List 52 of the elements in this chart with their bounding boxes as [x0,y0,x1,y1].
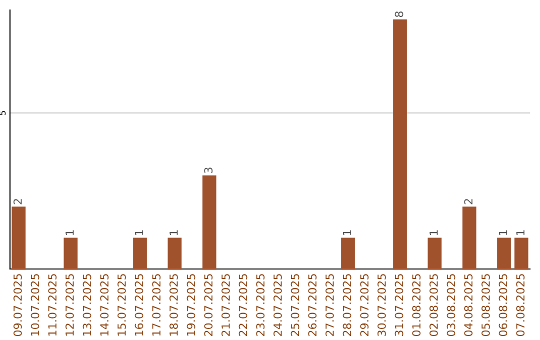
x-tick-label: 19.07.2025 [186,274,196,336]
bar [12,206,26,269]
x-tick-label: 10.07.2025 [30,274,40,336]
bar [168,238,182,269]
x-tick-label: 18.07.2025 [169,274,178,336]
data-label: 1 [498,230,508,236]
x-tick-label: 25.07.2025 [290,274,300,336]
bar [202,175,216,269]
x-tick-label: 27.07.2025 [325,274,334,336]
x-tick-label: 05.08.2025 [481,274,490,336]
x-tick-label: 17.07.2025 [152,274,161,336]
x-tick-label: 31.07.2025 [394,274,404,336]
bar [497,238,511,269]
data-label: 1 [66,230,74,236]
bar [514,238,528,269]
x-tick-label: 30.07.2025 [377,274,386,336]
x-tick-label: 04.08.2025 [464,274,473,336]
bar [133,238,147,269]
data-label: 1 [134,230,144,236]
x-tick-label: 07.08.2025 [516,274,525,336]
x-tick-label: 11.07.2025 [48,274,57,336]
x-tick-label: 23.07.2025 [256,274,265,336]
bar [341,238,355,269]
data-label: 1 [170,230,178,236]
x-tick-label: 21.07.2025 [221,274,230,336]
data-label: 1 [342,230,352,236]
bar [64,238,78,269]
x-tick-label: 01.08.2025 [412,274,421,336]
bar [462,206,476,269]
x-tick-label: 28.07.2025 [342,274,352,336]
data-label: 1 [516,230,524,236]
x-tick-label: 20.07.2025 [204,274,213,336]
x-tick-label: 09.07.2025 [13,274,22,336]
data-label: 2 [464,199,472,204]
data-label: 8 [394,11,404,18]
data-label: 1 [430,230,438,236]
bar [393,19,407,269]
x-tick-label: 26.07.2025 [308,274,317,336]
x-tick-label: 12.07.2025 [65,274,74,336]
x-tick-label: 29.07.2025 [360,274,369,336]
x-tick-label: 13.07.2025 [82,274,92,336]
x-tick-label: 06.08.2025 [498,274,508,336]
x-tick-label: 03.08.2025 [446,274,456,336]
x-tick-label: 15.07.2025 [117,274,126,336]
data-label: 3 [204,168,213,173]
x-tick-label: 24.07.2025 [273,274,282,336]
x-tick-label: 16.07.2025 [134,274,144,336]
x-tick-label: 22.07.2025 [238,274,248,336]
data-label: 2 [13,199,22,204]
x-tick-label: 02.08.2025 [429,274,438,336]
bar [428,238,442,269]
x-tick-label: 14.07.2025 [100,274,109,336]
